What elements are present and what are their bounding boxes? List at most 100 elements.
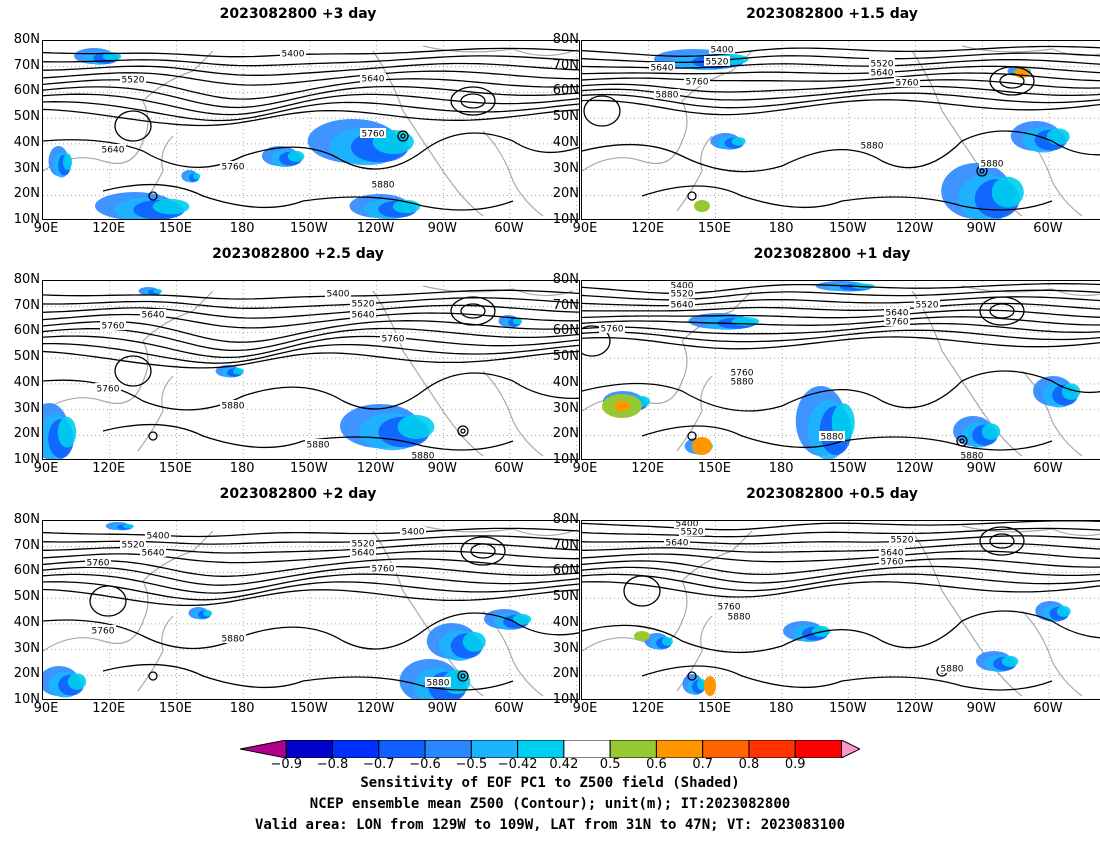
lon-tick-label: 180: [229, 461, 255, 476]
colorbar-tick-label: 0.7: [692, 757, 714, 772]
svg-text:5640: 5640: [352, 311, 375, 321]
sensitivity-shading: [1056, 605, 1071, 617]
colorbar-segment: [563, 739, 611, 759]
svg-text:5640: 5640: [881, 549, 904, 559]
lat-tick-label: 50N: [552, 109, 579, 125]
contour-label: 5760: [370, 563, 396, 575]
sensitivity-shading: [192, 172, 201, 180]
lon-tick-label: 90E: [33, 461, 59, 476]
svg-text:5880: 5880: [861, 142, 884, 152]
contour-label: 5760: [90, 625, 116, 637]
contour-label: 5880: [654, 89, 680, 101]
lat-tick-label: 10N: [13, 212, 40, 227]
lat-tick-label: 30N: [13, 160, 40, 176]
contour-label: 5520: [679, 526, 705, 538]
colorbar-segment: [794, 739, 842, 759]
contour-label: 5520: [350, 298, 376, 310]
lat-tick-label: 40N: [552, 134, 579, 150]
sensitivity-shading: [704, 676, 716, 696]
contour-label: 5400: [325, 288, 351, 300]
colorbar: [239, 739, 862, 759]
svg-text:5880: 5880: [656, 91, 679, 101]
lat-tick-label: 60N: [13, 563, 40, 579]
colorbar-segment: [517, 739, 565, 759]
contour-label: 5880: [979, 158, 1005, 170]
contour-label: 5880: [410, 450, 436, 459]
lon-tick-label: 150W: [290, 221, 328, 236]
contour-label: 5760: [100, 320, 126, 332]
colorbar-tick-label: −0.8: [316, 757, 349, 772]
contour-label: 5760: [85, 557, 111, 569]
caption-line-2: NCEP ensemble mean Z500 (Contour); unit(…: [309, 796, 791, 812]
svg-text:5520: 5520: [891, 536, 914, 546]
sensitivity-shading: [991, 176, 1024, 208]
svg-text:5400: 5400: [282, 50, 305, 60]
contour-label: 5880: [220, 400, 246, 412]
colorbar-tick-label: −0.9: [270, 757, 303, 772]
contour-label: 5400: [400, 526, 426, 538]
lon-tick-label: 90E: [572, 701, 598, 716]
lat-tick-label: 70N: [13, 57, 40, 73]
lat-tick-label: 70N: [13, 537, 40, 553]
sensitivity-shading: [696, 678, 707, 690]
colorbar-segment: [470, 739, 519, 759]
lat-tick-label: 70N: [13, 297, 40, 313]
svg-text:5880: 5880: [307, 441, 330, 451]
contour-label: 5400: [709, 44, 735, 56]
lat-tick-label: 70N: [552, 537, 579, 553]
svg-text:5640: 5640: [886, 309, 909, 319]
svg-text:5640: 5640: [651, 64, 674, 74]
lon-tick-label: 60W: [1033, 221, 1063, 236]
lat-tick-label: 10N: [13, 452, 40, 467]
sensitivity-shading: [122, 523, 134, 529]
contour-label: 5640: [100, 144, 126, 156]
colorbar-tick-label: 0.8: [738, 757, 760, 772]
sensitivity-shading: [397, 414, 435, 440]
coastline: [43, 45, 574, 217]
lon-tick-label: 120W: [356, 221, 395, 236]
svg-text:5520: 5520: [871, 60, 894, 70]
svg-text:5760: 5760: [896, 79, 919, 89]
lat-tick-label: 60N: [13, 83, 40, 99]
lon-tick-label: 150E: [158, 461, 192, 476]
map-panel: 5400 5520 5640 5640 5760 5760 5880: [42, 40, 580, 220]
svg-text:5880: 5880: [427, 679, 450, 689]
lat-tick-label: 80N: [552, 512, 579, 527]
lon-tick-label: 60W: [494, 461, 524, 476]
colorbar-segment: [285, 739, 334, 759]
contour-label: 5760: [884, 316, 910, 328]
lat-tick-label: 40N: [13, 614, 40, 630]
svg-text:5760: 5760: [731, 369, 754, 379]
contour-label: 5520: [120, 74, 146, 86]
lon-tick-label: 120W: [895, 701, 934, 716]
svg-text:5640: 5640: [871, 69, 894, 79]
lon-tick-label: 180: [768, 221, 794, 236]
sensitivity-shading: [512, 317, 523, 325]
contour-label: 5880: [305, 439, 331, 451]
lat-tick-label: 50N: [552, 349, 579, 365]
svg-text:5640: 5640: [671, 301, 694, 311]
contour-label: 5640: [350, 309, 376, 321]
sensitivity-shading: [614, 401, 630, 411]
lat-tick-label: 50N: [13, 349, 40, 365]
lat-tick-label: 40N: [552, 374, 579, 390]
svg-text:5760: 5760: [87, 559, 110, 569]
svg-text:5760: 5760: [102, 322, 125, 332]
sensitivity-shading: [202, 609, 213, 617]
svg-text:5760: 5760: [718, 603, 741, 613]
svg-text:5520: 5520: [122, 76, 145, 86]
svg-text:5760: 5760: [362, 130, 385, 140]
svg-text:5520: 5520: [122, 541, 145, 551]
sensitivity-shading: [731, 136, 746, 146]
sensitivity-shading: [512, 613, 532, 625]
svg-text:5520: 5520: [352, 300, 375, 310]
lat-tick-label: 20N: [552, 186, 579, 202]
lat-tick-label: 20N: [552, 666, 579, 682]
lon-tick-label: 150W: [829, 221, 867, 236]
map-panel: 5400 5520 5640 5400 5520 5640 5760 5760 5760 5880…: [42, 520, 580, 700]
svg-text:5640: 5640: [352, 549, 375, 559]
contour-label: 5640: [669, 299, 695, 311]
lon-tick-label: 150W: [829, 701, 867, 716]
lat-tick-label: 80N: [13, 32, 40, 47]
lon-tick-label: 60W: [494, 701, 524, 716]
